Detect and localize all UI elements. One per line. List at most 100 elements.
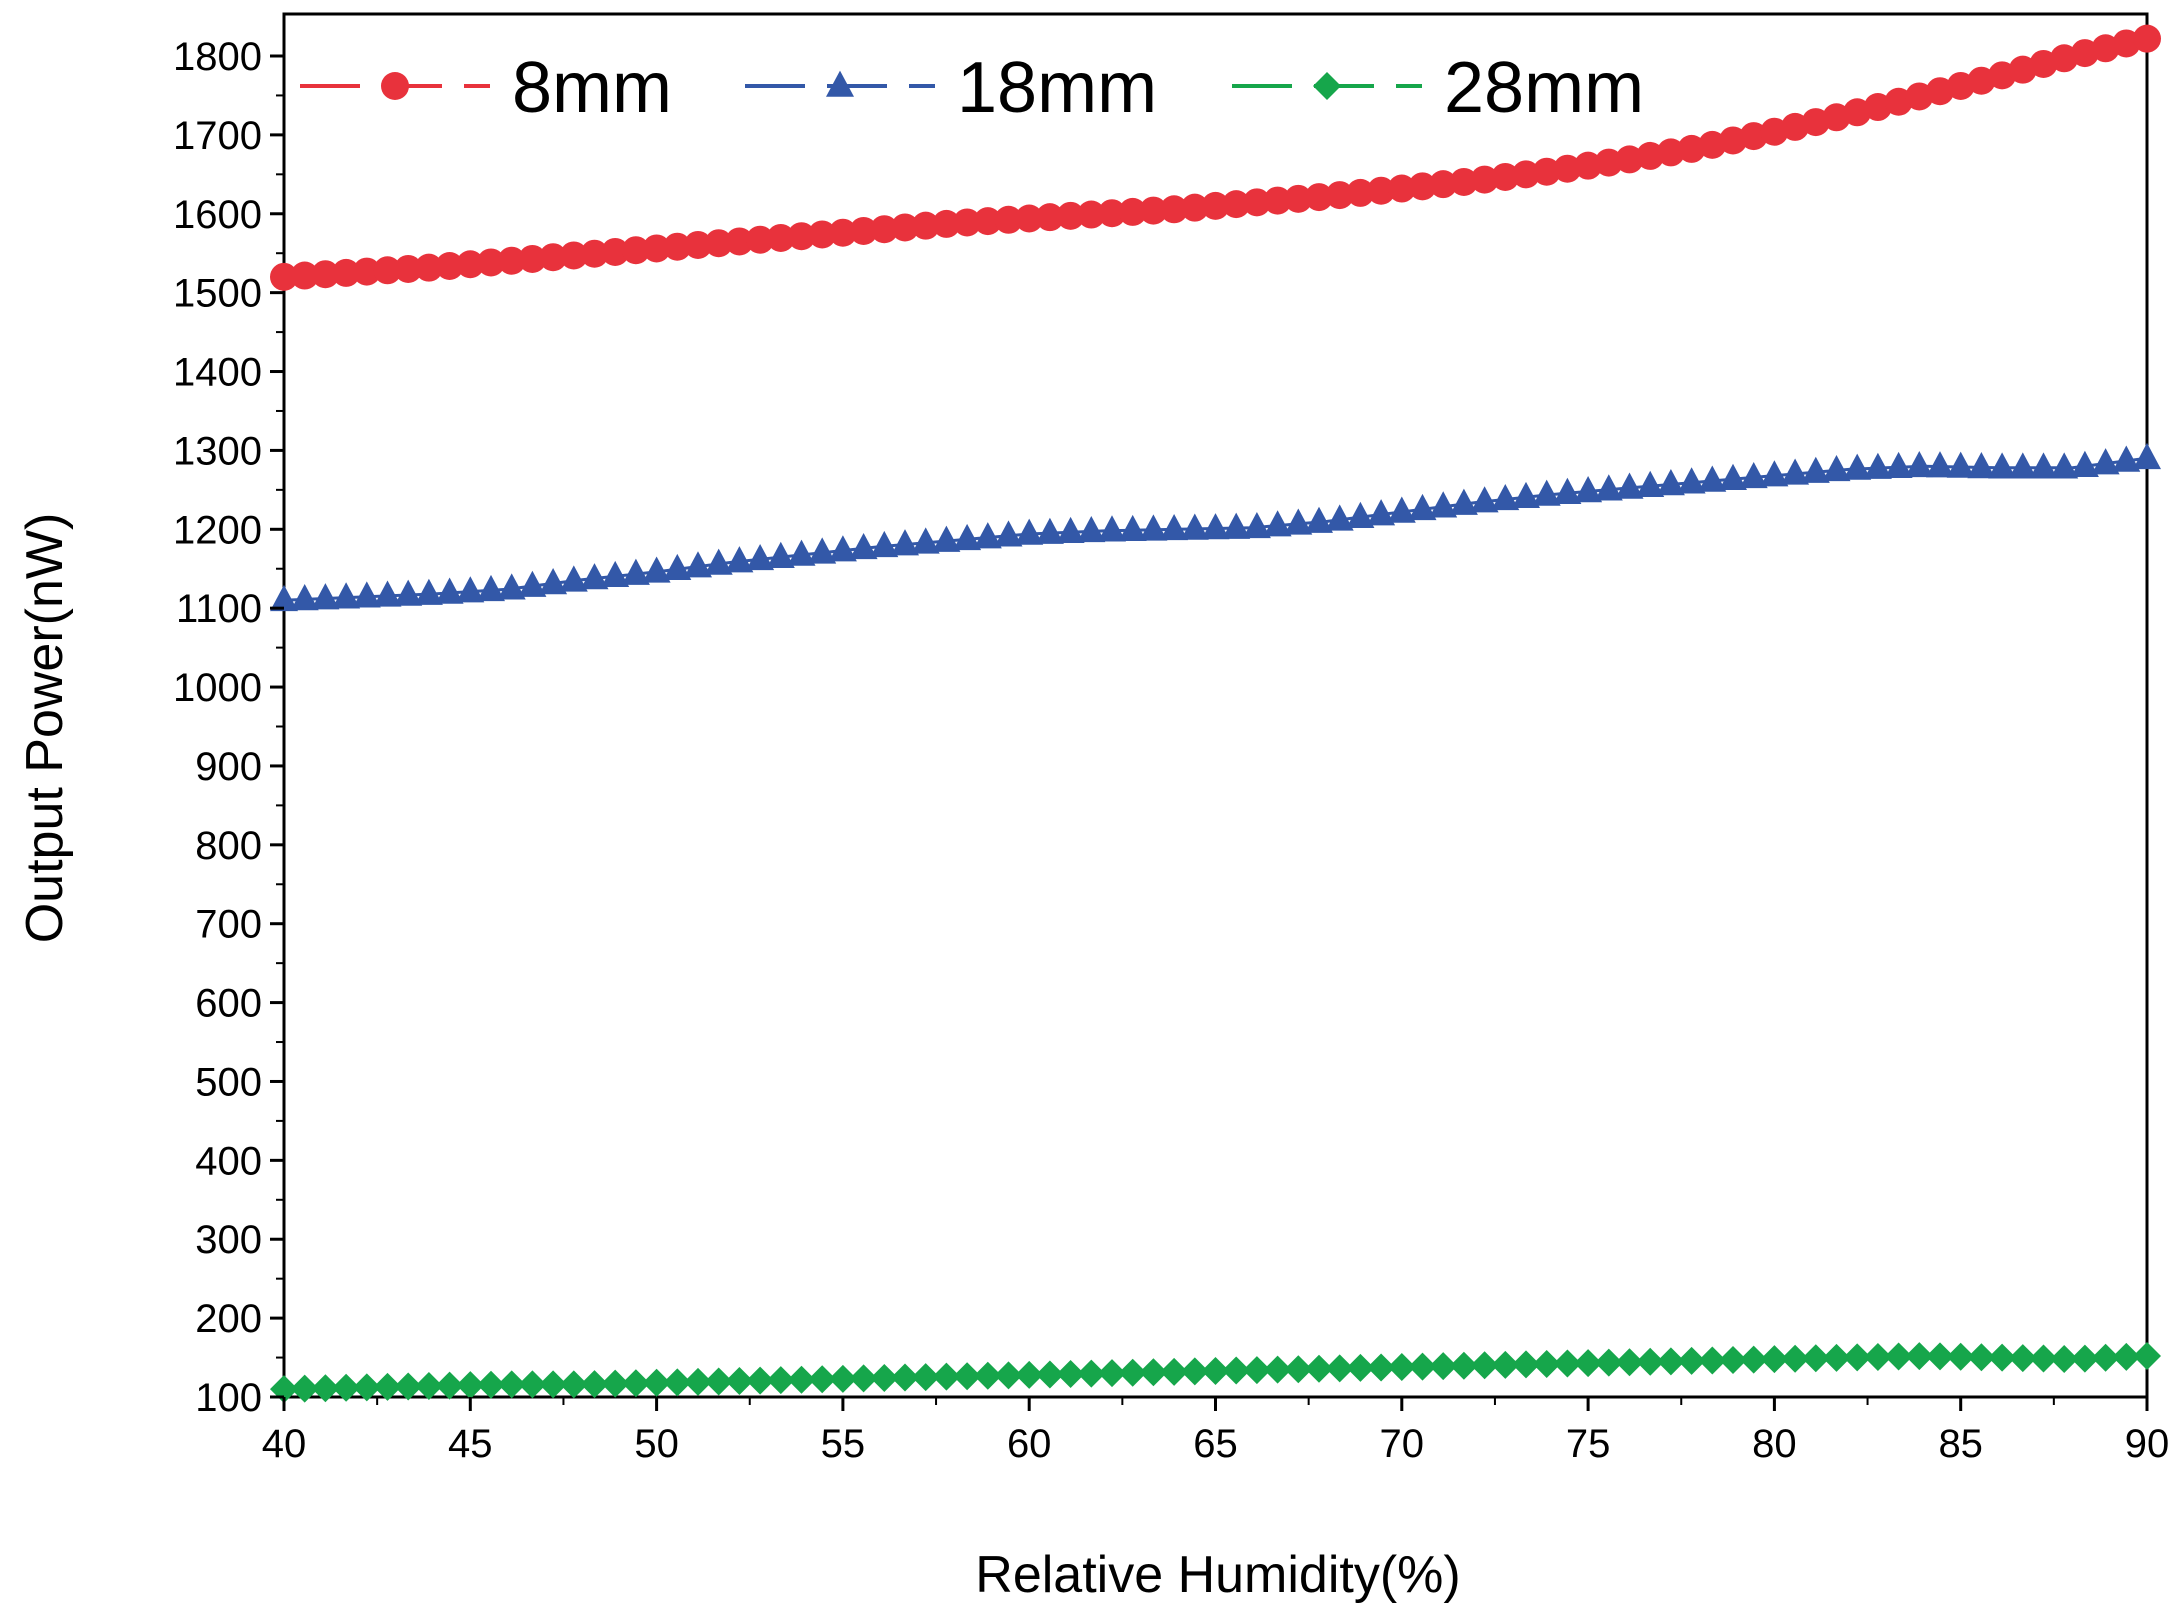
data-point [580,239,609,268]
data-point [1180,193,1209,222]
x-tick-label: 75 [1566,1422,1611,1466]
data-point [2112,445,2141,472]
data-point [1408,172,1437,201]
data-point [2112,1342,2141,1371]
data-point [1098,515,1126,542]
data-point [290,584,319,611]
data-point [1988,452,2017,479]
data-point [1201,191,1230,220]
data-point [663,1368,692,1397]
data-point [684,230,712,259]
y-axis-title: Output Power(nW) [16,513,74,944]
data-point [1325,504,1354,531]
data-point [456,1371,485,1400]
y-tick-label: 100 [195,1376,262,1420]
data-point [477,1370,505,1399]
data-point [2091,448,2120,475]
data-point [725,1367,754,1396]
data-point [1822,1343,1851,1372]
data-point [1263,510,1292,537]
data-point [849,1364,878,1393]
data-point [1035,203,1064,232]
data-point [1180,513,1209,540]
data-point [2008,1344,2037,1373]
data-point [1594,474,1623,501]
data-point [1098,1359,1126,1388]
data-point [1905,450,1934,478]
data-point [1760,1345,1789,1374]
data-point [1491,1350,1520,1379]
plot-border [282,12,2149,1399]
y-tick-label: 1600 [173,193,262,237]
data-point [663,232,692,261]
data-point [621,1369,650,1398]
data-point [1305,1354,1333,1383]
data-point [994,520,1023,547]
data-point [1863,452,1892,479]
data-point [1305,506,1333,533]
data-point [1242,1356,1271,1385]
data-point [1222,1356,1251,1385]
legend: 8mm 18mm 28mm [300,48,1644,128]
data-point [1636,470,1665,497]
data-point [1946,1342,1975,1371]
data-point [1346,1353,1375,1382]
data-point [891,529,919,556]
data-point [2029,1344,2058,1373]
y-tick-label: 1200 [173,508,262,552]
data-point [1139,514,1168,541]
data-point [746,1366,775,1395]
data-point [414,578,443,605]
data-point [601,1369,630,1398]
data-point [1449,1351,1478,1380]
data-point [1553,1349,1582,1378]
data-point [373,256,402,285]
x-tick-label: 85 [1938,1422,1983,1466]
data-point [1988,1343,2017,1372]
legend-marker [1313,72,1341,100]
data-point [539,243,568,272]
data-point [559,241,588,270]
legend-item-8mm: 8mm [300,48,672,128]
data-point [746,543,775,571]
data-point [787,539,816,566]
data-point [1491,162,1520,191]
data-point [2008,452,2037,479]
data-point [808,537,837,564]
data-point [601,237,630,266]
data-point [559,565,588,592]
y-tick-label: 1400 [173,351,262,395]
data-point [828,1364,857,1393]
data-point [435,1371,464,1400]
data-point [1781,458,1810,485]
data-point [1118,197,1147,226]
data-point [973,522,1002,549]
data-point [352,1373,381,1402]
y-tick-label: 200 [195,1297,262,1341]
data-point [1035,1360,1064,1389]
data-point [1801,1344,1830,1373]
data-point [1222,512,1251,539]
y-tick-label: 1300 [173,429,262,473]
y-tick-label: 500 [195,1060,262,1104]
data-point [1594,1348,1623,1377]
data-point [1719,1346,1747,1375]
data-point [1574,476,1603,503]
data-point [518,1370,547,1399]
data-point [435,252,464,281]
data-point [332,258,361,287]
data-point [1387,174,1416,203]
data-point [1677,134,1706,163]
x-tick-label: 70 [1380,1422,1425,1466]
data-point [2029,452,2058,479]
data-point [1760,460,1789,487]
data-point [414,253,443,282]
data-point [994,205,1023,234]
data-point [1926,451,1954,478]
data-point [891,213,919,242]
y-tick-label: 1500 [173,272,262,316]
data-point [1222,190,1251,219]
data-point [1035,517,1064,544]
data-point [1408,493,1437,521]
data-point [642,1368,671,1397]
